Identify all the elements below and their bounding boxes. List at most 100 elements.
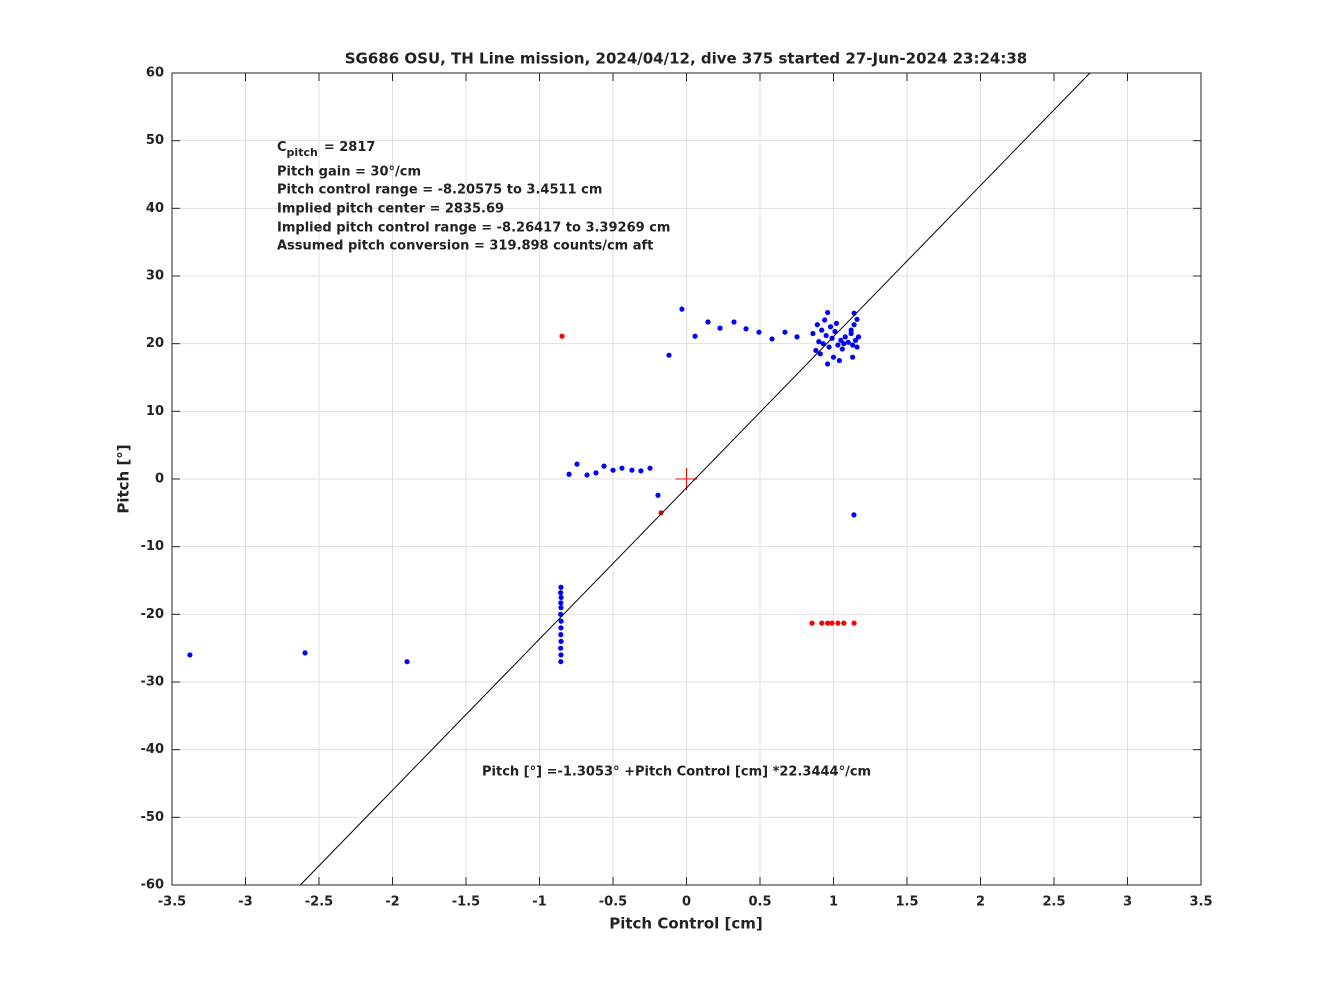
x-tick-label: 0 bbox=[682, 895, 691, 910]
point bbox=[717, 325, 723, 331]
x-tick-label: 2.5 bbox=[1042, 895, 1065, 910]
point bbox=[558, 618, 564, 624]
point bbox=[814, 322, 820, 328]
point bbox=[852, 337, 859, 343]
fit-line bbox=[299, 73, 1091, 885]
annotation: Assumed pitch conversion = 319.898 count… bbox=[277, 239, 653, 254]
point bbox=[838, 337, 844, 343]
y-tick-label: -50 bbox=[141, 810, 165, 825]
point bbox=[601, 463, 607, 469]
point bbox=[819, 620, 825, 626]
point bbox=[756, 329, 762, 335]
point bbox=[558, 590, 564, 596]
point bbox=[836, 357, 842, 364]
point bbox=[302, 650, 308, 656]
point bbox=[835, 620, 841, 626]
point bbox=[855, 334, 862, 340]
y-tick-label: -40 bbox=[141, 742, 165, 757]
point bbox=[558, 611, 564, 617]
point bbox=[819, 327, 825, 333]
y-tick-label: 0 bbox=[155, 472, 164, 487]
annotation: Implied pitch center = 2835.69 bbox=[277, 202, 504, 217]
y-tick-label: -60 bbox=[141, 878, 165, 893]
point bbox=[655, 492, 661, 498]
point bbox=[820, 341, 826, 347]
point bbox=[647, 465, 653, 471]
point bbox=[187, 652, 193, 658]
point bbox=[822, 317, 828, 323]
y-tick-label: 10 bbox=[146, 404, 164, 419]
point bbox=[854, 344, 860, 350]
point bbox=[809, 620, 815, 626]
x-tick-label: 2 bbox=[976, 895, 985, 910]
x-axis-label: Pitch Control [cm] bbox=[609, 915, 763, 933]
cpitch-subscript: pitch bbox=[287, 146, 318, 159]
point bbox=[842, 334, 848, 340]
cpitch-text: = 2817 bbox=[324, 140, 376, 155]
point bbox=[829, 620, 835, 626]
point bbox=[558, 584, 564, 590]
annotation: Pitch control range = -8.20575 to 3.4511… bbox=[277, 183, 602, 198]
point bbox=[558, 604, 564, 611]
y-tick-label: 50 bbox=[146, 133, 164, 148]
x-tick-label: -2 bbox=[385, 895, 399, 910]
point bbox=[851, 512, 857, 518]
point bbox=[559, 333, 565, 339]
point bbox=[731, 319, 737, 325]
point bbox=[817, 351, 823, 357]
point bbox=[574, 461, 580, 467]
y-axis-label: Pitch [°] bbox=[115, 444, 133, 513]
x-tick-label: -0.5 bbox=[599, 895, 627, 910]
y-tick-label: 40 bbox=[146, 201, 164, 216]
point bbox=[769, 336, 775, 342]
x-tick-label: -3 bbox=[238, 895, 252, 910]
point bbox=[743, 326, 749, 332]
y-tick-label: -20 bbox=[141, 607, 165, 622]
x-tick-label: 3.5 bbox=[1189, 895, 1212, 910]
y-tick-label: 20 bbox=[146, 336, 164, 351]
point bbox=[825, 361, 831, 367]
point bbox=[658, 510, 664, 516]
point bbox=[558, 645, 564, 651]
y-tick-label: 30 bbox=[146, 269, 164, 284]
center-marker bbox=[675, 468, 698, 490]
point bbox=[823, 332, 829, 339]
y-tick-label: -30 bbox=[141, 675, 165, 690]
point bbox=[827, 324, 834, 330]
point bbox=[782, 329, 788, 335]
point bbox=[841, 620, 847, 626]
fit-label: Pitch [°] =-1.3053° +Pitch Control [cm] … bbox=[482, 765, 871, 780]
point bbox=[705, 319, 711, 325]
point bbox=[558, 652, 564, 658]
point bbox=[854, 316, 860, 322]
point bbox=[826, 344, 832, 350]
point bbox=[839, 346, 845, 352]
x-tick-label: -1.5 bbox=[452, 895, 480, 910]
x-tick-label: -1 bbox=[532, 895, 546, 910]
point bbox=[848, 327, 854, 333]
x-tick-label: 1 bbox=[829, 895, 838, 910]
point bbox=[566, 471, 572, 477]
point bbox=[825, 309, 831, 316]
point bbox=[830, 354, 837, 360]
point bbox=[638, 468, 644, 474]
x-tick-label: 1.5 bbox=[895, 895, 918, 910]
annotation: Pitch gain = 30°/cm bbox=[277, 165, 421, 180]
point bbox=[558, 594, 564, 601]
point bbox=[558, 625, 564, 631]
x-tick-label: 3 bbox=[1123, 895, 1132, 910]
point bbox=[810, 330, 816, 337]
point bbox=[404, 659, 410, 665]
x-tick-label: -3.5 bbox=[158, 895, 186, 910]
point bbox=[666, 352, 672, 358]
point bbox=[558, 600, 564, 606]
point bbox=[593, 470, 599, 476]
cpitch-label: Cpitch = 2817 bbox=[277, 140, 375, 160]
point bbox=[558, 632, 564, 638]
point bbox=[845, 339, 851, 345]
point bbox=[692, 333, 698, 339]
point bbox=[679, 306, 685, 312]
point bbox=[794, 334, 800, 340]
